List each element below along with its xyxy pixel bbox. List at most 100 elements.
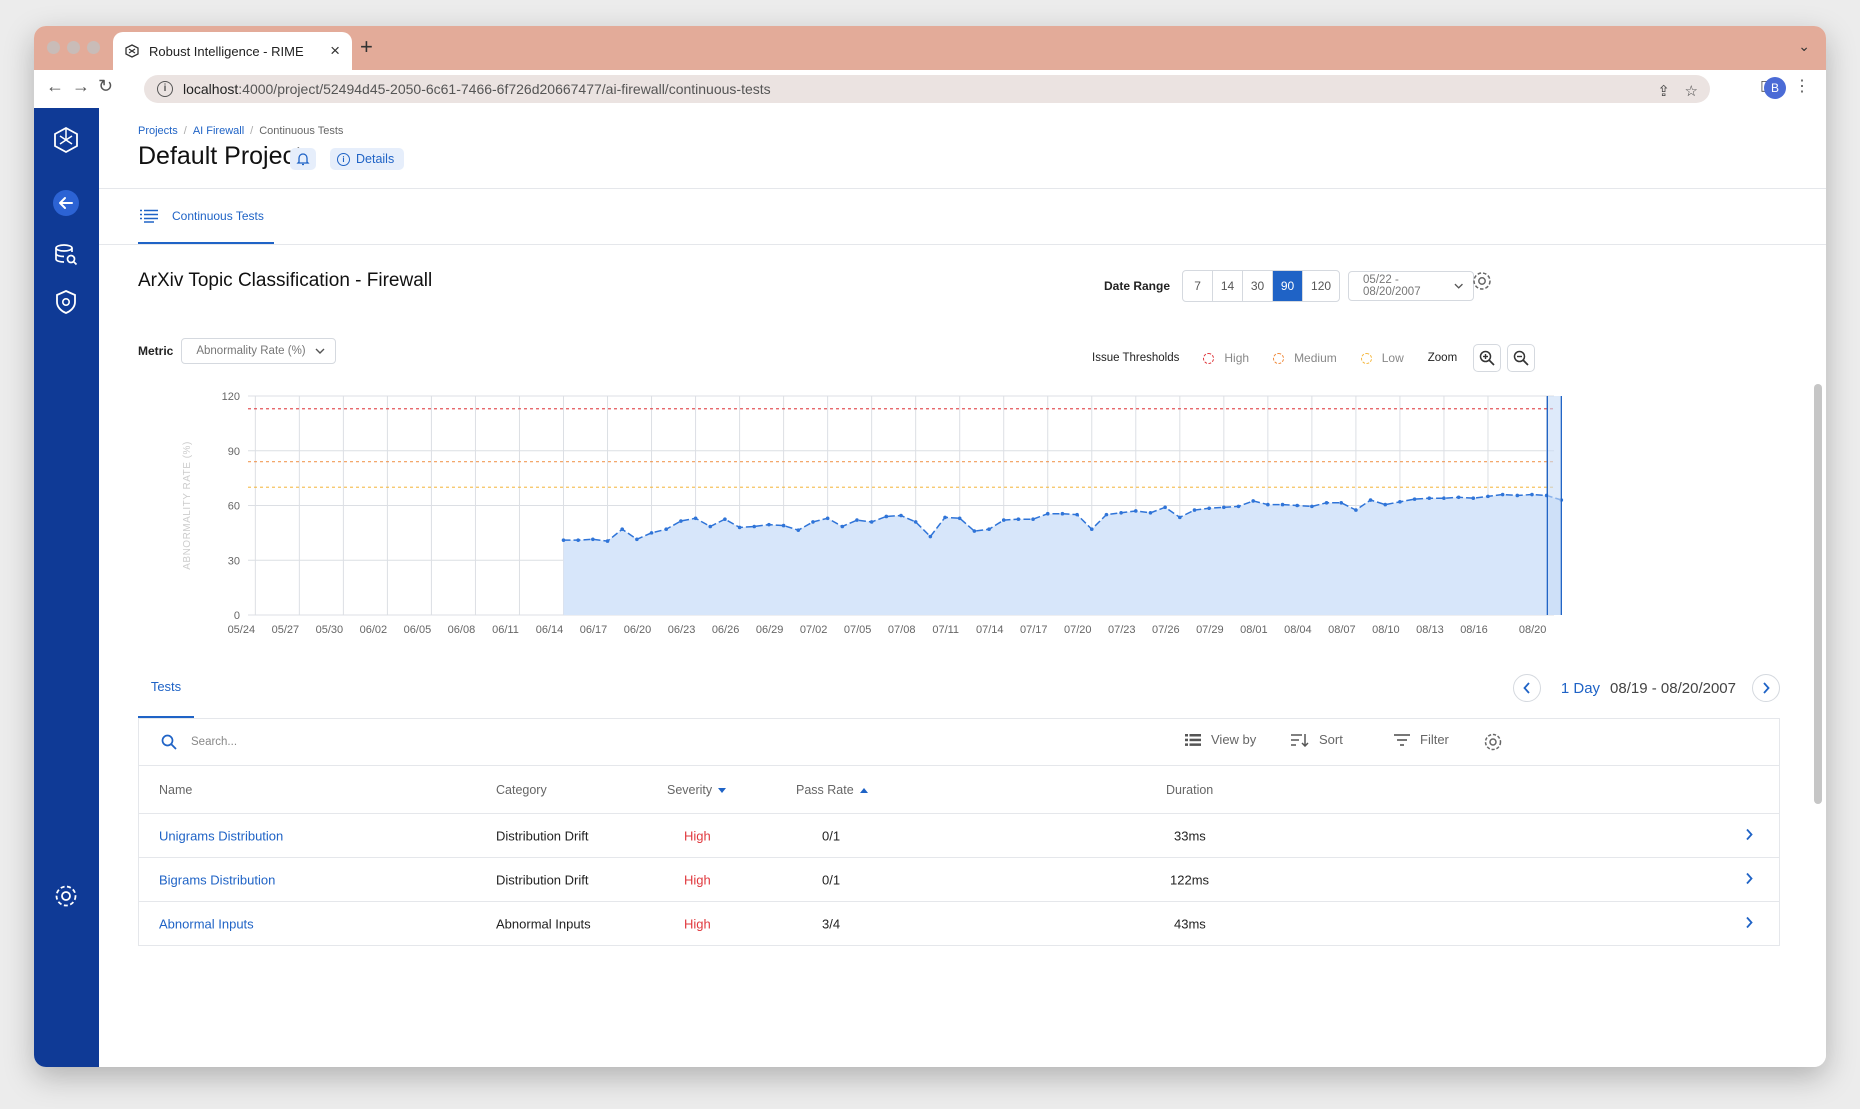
data-point: [664, 527, 669, 532]
notifications-button[interactable]: [290, 148, 316, 170]
firewall-shield-icon[interactable]: [52, 288, 80, 316]
rime-logo-icon[interactable]: [52, 126, 80, 154]
bookmark-star-icon[interactable]: ☆: [1684, 83, 1698, 100]
maximize-window-button[interactable]: [87, 41, 100, 54]
details-button[interactable]: i Details: [330, 148, 405, 170]
threshold-low[interactable]: Low: [1360, 351, 1404, 365]
zoom-out-icon: [1513, 350, 1529, 366]
data-point: [1178, 515, 1182, 520]
profile-avatar[interactable]: B: [1764, 77, 1786, 99]
series-line: [563, 493, 1562, 542]
table-settings-gear-icon[interactable]: [1483, 732, 1503, 752]
x-tick-label: 06/02: [360, 624, 388, 636]
sidebar: [34, 108, 99, 1067]
data-point: [1148, 511, 1153, 515]
threshold-medium[interactable]: Medium: [1273, 351, 1337, 365]
test-name[interactable]: Abnormal Inputs: [159, 916, 254, 931]
forward-icon[interactable]: →: [72, 76, 90, 96]
data-point: [1266, 502, 1270, 507]
data-point: [928, 534, 933, 539]
x-tick-label: 08/16: [1460, 624, 1488, 636]
row-chevron-right-icon[interactable]: [1745, 872, 1753, 887]
table-row[interactable]: Unigrams Distribution Distribution Drift…: [139, 814, 1779, 858]
data-point: [1192, 508, 1197, 512]
search-input[interactable]: Search...: [191, 735, 238, 748]
tab-search-chevron-icon[interactable]: ⌄: [1798, 38, 1810, 54]
browser-menu-icon[interactable]: ⋮: [1794, 78, 1810, 95]
browser-titlebar: Robust Intelligence - RIME × + ⌄: [34, 26, 1826, 70]
test-name[interactable]: Bigrams Distribution: [159, 872, 276, 887]
subnav: Continuous Tests: [99, 189, 1826, 245]
x-tick-label: 06/14: [536, 624, 564, 636]
new-tab-icon[interactable]: +: [360, 34, 373, 59]
breadcrumb-ai-firewall[interactable]: AI Firewall: [192, 125, 245, 137]
view-by-button[interactable]: View by: [1185, 732, 1256, 747]
data-point: [605, 539, 610, 543]
site-info-icon[interactable]: i: [157, 81, 173, 97]
date-range-7[interactable]: 7: [1183, 271, 1214, 301]
settings-gear-icon[interactable]: [52, 882, 80, 910]
chart-settings-gear-icon[interactable]: [1471, 270, 1493, 292]
close-window-button[interactable]: [47, 41, 60, 54]
x-tick-label: 07/08: [888, 624, 916, 636]
date-range-90[interactable]: 90: [1273, 271, 1304, 301]
date-range-120[interactable]: 120: [1311, 279, 1332, 293]
zoom-out-button[interactable]: [1507, 344, 1536, 372]
row-chevron-right-icon[interactable]: [1745, 916, 1753, 931]
table-row[interactable]: Bigrams Distribution Distribution Drift …: [139, 858, 1779, 902]
sort-button[interactable]: Sort: [1291, 732, 1343, 747]
sort-icon: [1291, 733, 1309, 747]
x-tick-label: 08/20: [1519, 624, 1547, 636]
previous-period-button[interactable]: [1512, 674, 1541, 702]
filter-button[interactable]: Filter: [1394, 732, 1449, 747]
data-point: [1442, 496, 1446, 500]
threshold-high[interactable]: High: [1203, 351, 1249, 365]
back-icon[interactable]: ←: [46, 76, 64, 96]
period-navigator: 1 Day 08/19 - 08/20/2007: [1512, 674, 1780, 702]
date-range-30[interactable]: 30: [1243, 271, 1274, 301]
share-icon[interactable]: ⇪: [1657, 83, 1670, 100]
close-tab-icon[interactable]: ×: [330, 41, 340, 60]
date-range-dropdown[interactable]: 05/22 - 08/20/2007: [1348, 271, 1475, 301]
column-severity[interactable]: Severity: [667, 783, 727, 797]
address-bar[interactable]: i localhost:4000/project/52494d45-2050-6…: [144, 75, 1710, 103]
data-point: [1251, 499, 1255, 503]
column-duration[interactable]: Duration: [1166, 782, 1214, 797]
next-period-button[interactable]: [1752, 674, 1780, 702]
data-search-icon[interactable]: [52, 241, 80, 269]
tab-continuous-tests[interactable]: Continuous Tests: [138, 189, 274, 244]
breadcrumb-projects[interactable]: Projects: [138, 125, 178, 137]
medium-dot-icon: [1273, 352, 1285, 364]
data-point: [1060, 511, 1065, 516]
test-name[interactable]: Unigrams Distribution: [159, 828, 284, 843]
browser-tab[interactable]: Robust Intelligence - RIME ×: [113, 32, 352, 70]
data-point: [1500, 492, 1505, 497]
row-chevron-right-icon[interactable]: [1745, 828, 1753, 843]
abnormality-rate-chart[interactable]: 0 30 60 90 120 05/24 05/27 05/30 06/02 06/05 06/08…: [131, 374, 1721, 654]
data-point: [1104, 512, 1109, 517]
test-pass-rate: 0/1: [822, 872, 841, 887]
table-row[interactable]: Abnormal Inputs Abnormal Inputs High 3/4…: [139, 902, 1779, 946]
minimize-window-button[interactable]: [67, 41, 80, 54]
search-icon: [161, 734, 177, 750]
view-by-label: View by: [1211, 732, 1257, 747]
data-point: [1295, 503, 1300, 508]
x-tick-label: 08/04: [1284, 624, 1312, 636]
metric-dropdown[interactable]: Abnormality Rate (%): [181, 338, 337, 364]
zoom-in-button[interactable]: [1473, 344, 1502, 372]
data-point: [972, 529, 977, 533]
tab-tests[interactable]: Tests: [138, 656, 194, 718]
back-arrow-icon[interactable]: [52, 189, 80, 217]
threshold-high-label: High: [1224, 351, 1250, 365]
column-name[interactable]: Name: [159, 782, 193, 797]
reload-icon[interactable]: ↻: [98, 76, 114, 96]
url-path: :4000/project/52494d45-2050-6c61-7466-6f…: [238, 81, 771, 97]
column-category[interactable]: Category: [496, 782, 547, 797]
rime-logo-icon: [125, 44, 139, 58]
column-pass-rate[interactable]: Pass Rate: [796, 783, 868, 797]
page-scrollbar[interactable]: [1814, 384, 1822, 804]
x-tick-label: 06/17: [580, 624, 608, 636]
date-range-14[interactable]: 14: [1213, 271, 1244, 301]
tab-label: Continuous Tests: [172, 208, 264, 223]
x-tick-label: 08/01: [1240, 624, 1268, 636]
